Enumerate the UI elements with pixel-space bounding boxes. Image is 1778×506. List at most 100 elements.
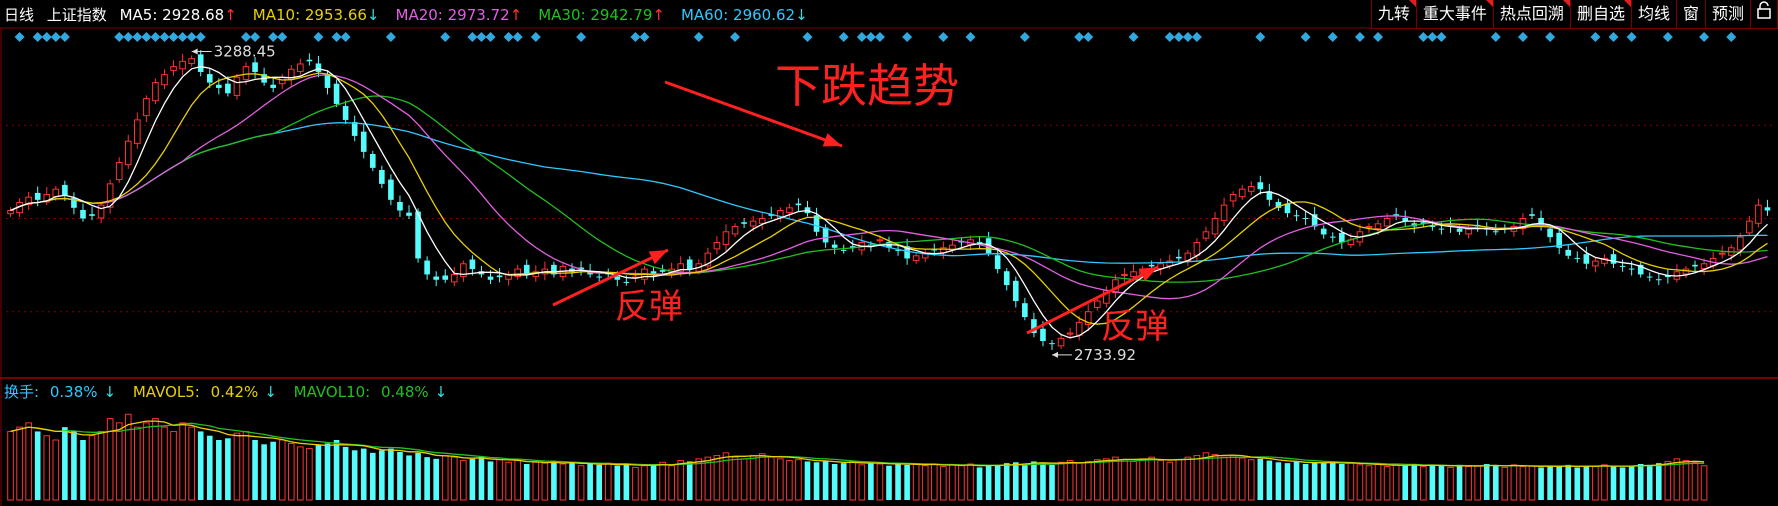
- volume-bar-down: [360, 448, 367, 500]
- volume-bar-up: [1220, 456, 1228, 501]
- volume-bar-up: [52, 439, 60, 501]
- volume-bar-down: [569, 462, 575, 500]
- ma-trend-arrow: ↑: [224, 6, 237, 24]
- volume-bar-up: [559, 463, 567, 501]
- candle-body-down: [1574, 257, 1581, 259]
- volume-bar-down: [895, 463, 901, 500]
- event-diamond-icon: [1418, 32, 1429, 42]
- volume-bar-up: [722, 452, 730, 501]
- volume-bar-down: [261, 444, 267, 500]
- toolbar-button[interactable]: 删自选: [1569, 0, 1632, 29]
- candle-body-down: [1175, 256, 1182, 259]
- mavol10-value: 0.48%: [381, 383, 429, 401]
- volume-bar-down: [523, 464, 530, 500]
- event-diamond-icon: [1019, 32, 1030, 42]
- volume-bar-up: [496, 459, 503, 501]
- event-diamond-icon: [485, 32, 496, 42]
- volume-bar-up: [25, 422, 32, 501]
- volume-bar-up: [1447, 466, 1454, 501]
- candle-body-down: [895, 249, 901, 251]
- volume-bar-down: [388, 448, 394, 500]
- volume-bar-up: [1148, 456, 1155, 501]
- volume-bar-down: [868, 462, 874, 500]
- candle-body-up: [722, 231, 730, 246]
- volume-bar-up: [1528, 465, 1536, 501]
- candle-body-down: [795, 203, 802, 206]
- event-diamond-icon: [1191, 32, 1202, 42]
- event-diamond-icon: [32, 32, 43, 42]
- candle-body-down: [1148, 264, 1155, 267]
- volume-bar-up: [713, 454, 721, 501]
- volume-bar-up: [1374, 463, 1382, 501]
- mavol5-line: [10, 420, 1705, 468]
- volume-bar-down: [1339, 464, 1345, 500]
- candle-body-down: [1022, 303, 1028, 318]
- volume-bar-up: [1175, 459, 1183, 501]
- candle-body-down: [1012, 280, 1019, 302]
- ma-trend-arrow: ↑: [509, 6, 523, 24]
- event-diamond-icon: [50, 32, 61, 42]
- volume-bar-down: [813, 462, 820, 500]
- ma-trend-arrow: ↑: [652, 6, 665, 24]
- event-diamond-icon: [1517, 32, 1528, 42]
- volume-bar-down: [1637, 464, 1644, 500]
- volume-bar-down: [1311, 462, 1318, 500]
- toolbar-button[interactable]: 九转: [1370, 0, 1417, 29]
- toolbar-button[interactable]: 均线: [1630, 0, 1677, 29]
- volume-bar-up: [1103, 458, 1110, 501]
- volume-bar-down: [985, 465, 992, 500]
- candle-body-up: [1084, 311, 1092, 326]
- candle-body-down: [342, 106, 349, 120]
- volume-bar-down: [1257, 458, 1264, 500]
- toolbar-button[interactable]: 重大事件: [1415, 0, 1494, 29]
- volume-bar-up: [1166, 461, 1174, 501]
- toolbar-button[interactable]: 预测: [1704, 0, 1751, 29]
- event-diamond-icon: [865, 32, 876, 42]
- volume-bar-up: [115, 422, 123, 501]
- candle-body-down: [840, 249, 847, 251]
- candle-body-up: [1202, 231, 1210, 239]
- volume-bar-up: [16, 426, 23, 501]
- candle-body-down: [1628, 268, 1635, 270]
- candle-body-down: [1610, 254, 1617, 264]
- volume-bar-up: [1347, 462, 1355, 501]
- volume-bar-down: [1646, 464, 1653, 500]
- volume-bar-up: [541, 462, 549, 501]
- candle-body-down: [1339, 232, 1345, 243]
- event-diamond-icon: [576, 32, 587, 42]
- turnover-value: 0.38%: [49, 383, 98, 401]
- volume-bar-up: [1229, 454, 1237, 501]
- event-diamond-icon: [41, 32, 52, 42]
- volume-bar-down: [478, 457, 485, 500]
- toolbar-button[interactable]: 热点回溯: [1492, 0, 1571, 29]
- turnover-arrow: ↓: [103, 383, 117, 401]
- toolbar-button[interactable]: 窗: [1675, 0, 1706, 29]
- event-diamond-icon: [693, 32, 704, 42]
- candle-body-down: [596, 276, 603, 278]
- candle-body-down: [1031, 319, 1037, 334]
- candle-body-down: [360, 131, 367, 152]
- volume-bar-up: [1474, 465, 1481, 501]
- volume-bar-down: [994, 464, 1001, 500]
- candle-body-down: [1565, 249, 1572, 256]
- volume-bar-down: [904, 464, 910, 500]
- candle-body-down: [1284, 203, 1291, 214]
- event-diamond-icon: [802, 32, 813, 42]
- index-name: 上证指数: [46, 6, 107, 24]
- volume-bar-up: [1084, 460, 1092, 501]
- candle-body-up: [1066, 332, 1074, 335]
- event-diamond-icon: [1354, 32, 1365, 42]
- volume-bar-down: [379, 450, 385, 500]
- volume-bar-down: [406, 455, 412, 500]
- candle-body-down: [388, 179, 394, 200]
- candle-body-down: [1637, 264, 1644, 275]
- volume-bar-down: [1022, 464, 1028, 500]
- lock-icon[interactable]: [1750, 0, 1778, 29]
- candle-body-up: [179, 60, 186, 70]
- mavol10-label: MAVOL10:: [293, 383, 371, 401]
- candle-body-up: [115, 162, 123, 181]
- candle-body-up: [143, 98, 150, 117]
- volume-bar-up: [460, 460, 467, 501]
